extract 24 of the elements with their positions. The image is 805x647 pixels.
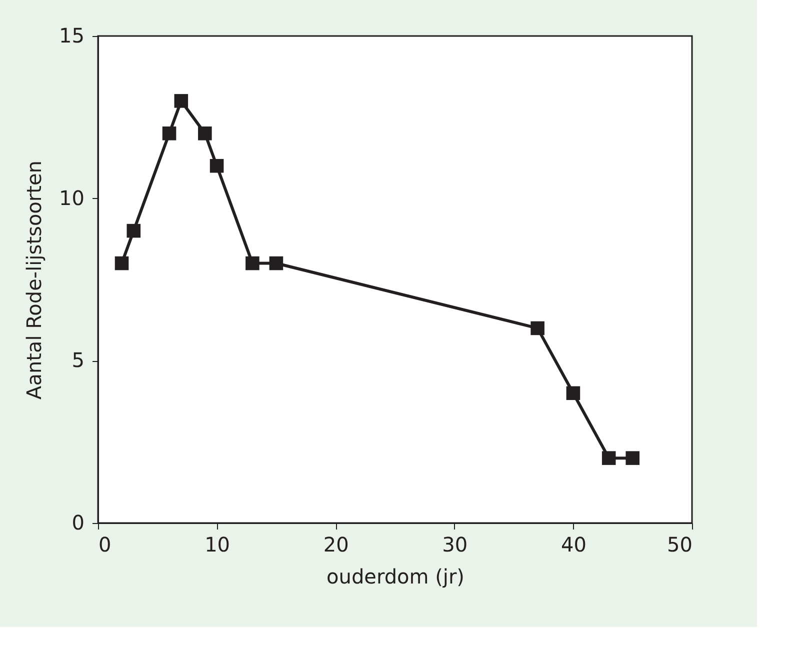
point (174, 94, 188, 108)
x-tick-label: 10 (204, 532, 230, 556)
x-tick-label: 50 (667, 532, 692, 556)
y-tick-label: 10 (59, 186, 84, 210)
point (114, 256, 129, 270)
x-tick-label: 0 (98, 532, 112, 556)
y-tick-label: 0 (72, 510, 84, 534)
point (530, 321, 544, 336)
point (126, 224, 141, 238)
point (210, 158, 224, 173)
y-tick-label: 15 (59, 24, 84, 48)
point (602, 451, 616, 465)
y-axis-title: Aantal Rode-lijstsoorten (22, 160, 46, 400)
point (566, 386, 580, 400)
x-tick-label: 30 (442, 532, 468, 556)
x-tick-label: 40 (560, 532, 586, 556)
point (246, 256, 260, 270)
y-tick-label: 5 (72, 348, 84, 372)
point (269, 256, 284, 270)
point (198, 126, 212, 140)
x-axis-title: ouderdom (jr) (326, 564, 464, 588)
point (626, 451, 640, 465)
x-tick-label: 20 (323, 532, 349, 556)
point (162, 126, 176, 140)
